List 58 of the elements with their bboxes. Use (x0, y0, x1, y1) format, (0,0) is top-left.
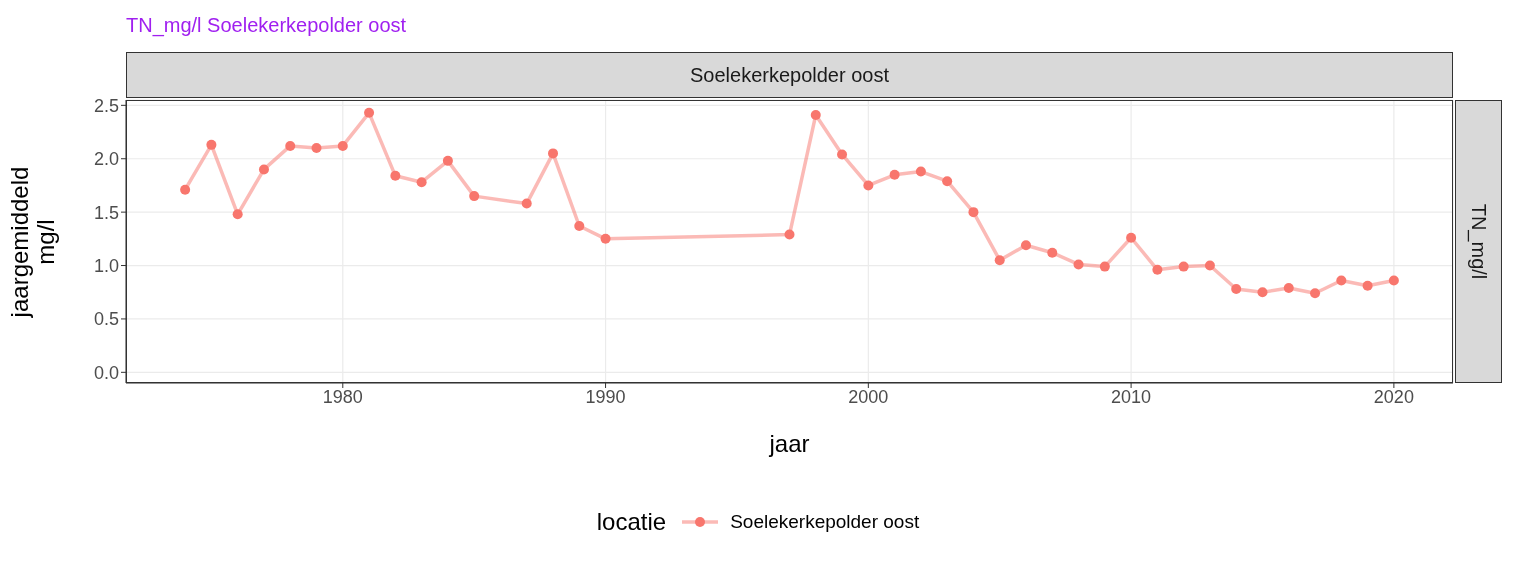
y-tick-label: 1.0 (93, 255, 119, 276)
legend-label: Soelekerkepolder oost (730, 511, 920, 533)
point (1152, 264, 1163, 275)
point (994, 255, 1005, 266)
x-tick-label: 1990 (585, 386, 626, 407)
point (1047, 247, 1058, 258)
point (337, 140, 348, 151)
point (258, 164, 269, 175)
y-tick-label: 0.5 (93, 309, 119, 330)
point (942, 176, 953, 187)
x-axis-title: jaar (768, 430, 811, 458)
point (1388, 275, 1399, 286)
point (600, 233, 611, 244)
point (1178, 261, 1189, 272)
point (285, 140, 296, 151)
point (1362, 280, 1373, 291)
point (364, 107, 375, 118)
text: TN_mg/l (1467, 203, 1491, 280)
point (1231, 284, 1242, 295)
point (1021, 240, 1031, 251)
point (206, 139, 217, 150)
x-tick-label: 1980 (322, 386, 363, 407)
point (810, 109, 821, 120)
point (416, 177, 427, 188)
point (1073, 259, 1084, 270)
point (548, 148, 559, 159)
point (390, 170, 401, 181)
point (311, 143, 322, 154)
point (574, 221, 585, 232)
point (1336, 275, 1347, 286)
point (442, 155, 453, 166)
point (1283, 282, 1294, 293)
point (837, 149, 848, 160)
x-tick-label: 2010 (1111, 386, 1152, 407)
point (521, 198, 532, 209)
point (784, 229, 795, 240)
point (469, 191, 480, 202)
y-tick-label: 1.5 (93, 202, 119, 223)
point (180, 184, 191, 195)
point (915, 166, 926, 177)
point (1204, 260, 1215, 271)
point (1099, 261, 1110, 272)
point (1126, 232, 1137, 243)
y-tick-label: 2.5 (93, 95, 119, 116)
point (1257, 287, 1268, 298)
chart-title: TN_mg/l Soelekerkepolder oost (126, 14, 407, 37)
point (889, 169, 900, 180)
x-tick-label: 2000 (848, 386, 889, 407)
y-tick-label: 2.0 (93, 149, 119, 170)
legend-title: locatie (596, 508, 667, 536)
x-tick-label: 2020 (1373, 386, 1414, 407)
point (1310, 288, 1321, 299)
text: Soelekerkepolder oost (126, 52, 1453, 98)
y-axis-title: jaargemiddeld mg/l (6, 166, 60, 317)
y-tick-label: 0.0 (93, 362, 119, 383)
point (863, 180, 874, 191)
point (968, 207, 979, 218)
point (232, 209, 243, 220)
